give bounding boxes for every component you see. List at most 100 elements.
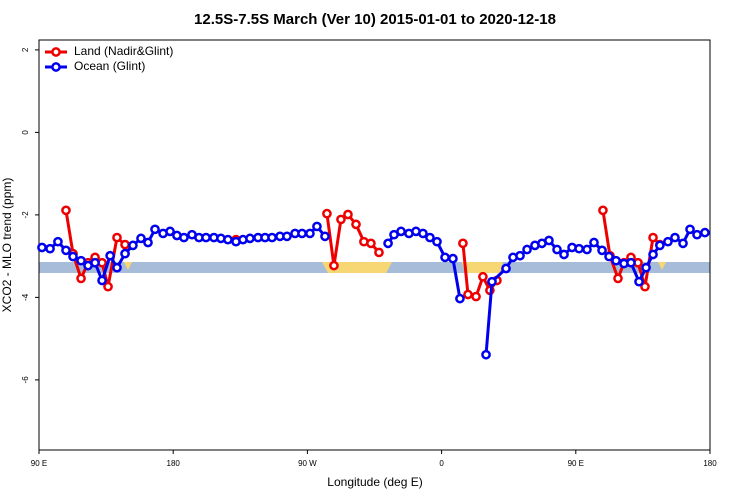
point: [678, 238, 688, 249]
point: [76, 273, 86, 284]
point: [544, 235, 554, 246]
point: [45, 243, 55, 254]
land-strip: [322, 262, 392, 273]
x-tick-label: 90 E: [31, 459, 47, 468]
point: [692, 229, 702, 240]
point: [515, 250, 525, 261]
point: [105, 250, 115, 261]
point: [179, 232, 189, 243]
series-line: [64, 210, 661, 299]
point: [150, 224, 160, 235]
point: [641, 262, 651, 273]
point: [103, 281, 113, 292]
point: [61, 245, 71, 256]
point: [574, 243, 584, 254]
point: [68, 251, 78, 262]
point: [501, 263, 511, 274]
point: [282, 231, 292, 242]
point: [478, 271, 488, 282]
point: [559, 249, 569, 260]
point: [53, 236, 63, 247]
point: [670, 232, 680, 243]
point: [374, 247, 384, 258]
land-strip: [658, 262, 666, 270]
land-strip: [124, 262, 132, 270]
legend-label: Land (Nadir&Glint): [74, 44, 173, 58]
point: [458, 238, 468, 249]
x-axis-label: Longitude (deg E): [327, 475, 422, 489]
point: [582, 244, 592, 255]
point: [396, 226, 406, 237]
legend-marker: [51, 62, 61, 72]
y-tick-label: -6: [21, 376, 30, 384]
point: [312, 221, 322, 232]
point: [589, 237, 599, 248]
x-tick-label: 180: [167, 459, 181, 468]
point: [471, 291, 481, 302]
point: [552, 244, 562, 255]
point: [685, 224, 695, 235]
x-tick-label: 90 E: [568, 459, 584, 468]
y-axis-label: XCO2 - MLO trend (ppm): [0, 178, 14, 313]
point: [112, 262, 122, 273]
point: [440, 252, 450, 263]
y-tick-label: 2: [21, 47, 30, 52]
point: [626, 257, 636, 268]
point: [351, 219, 361, 230]
point: [143, 237, 153, 248]
point: [418, 228, 428, 239]
point: [245, 233, 255, 244]
point: [463, 289, 473, 300]
point: [223, 234, 233, 245]
point: [120, 239, 130, 250]
legend-marker: [51, 47, 61, 57]
point: [366, 238, 376, 249]
series: [61, 205, 665, 302]
legend: Land (Nadir&Glint)Ocean (Glint): [45, 44, 173, 73]
point: [597, 245, 607, 256]
point: [455, 293, 465, 304]
point: [648, 249, 658, 260]
point: [487, 276, 497, 287]
point: [165, 226, 175, 237]
point: [432, 236, 442, 247]
point: [383, 238, 393, 249]
point: [448, 253, 458, 264]
x-tick-label: 0: [439, 459, 444, 468]
point: [522, 244, 532, 255]
y-tick-label: -4: [21, 293, 30, 301]
y-tick-label: -2: [21, 211, 30, 219]
point: [305, 228, 315, 239]
point: [297, 228, 307, 239]
point: [128, 240, 138, 251]
point: [700, 227, 710, 238]
point: [61, 205, 71, 216]
point: [648, 232, 658, 243]
point: [112, 232, 122, 243]
x-tick-label: 180: [703, 459, 717, 468]
point: [97, 275, 107, 286]
point: [37, 242, 47, 253]
point: [320, 231, 330, 242]
land-strip: [462, 262, 503, 273]
point: [267, 232, 277, 243]
point: [640, 281, 650, 292]
point: [604, 251, 614, 262]
point: [343, 209, 353, 220]
point: [329, 260, 339, 271]
point: [613, 273, 623, 284]
point: [120, 248, 130, 259]
point: [322, 208, 332, 219]
point: [425, 232, 435, 243]
point: [634, 276, 644, 287]
point: [481, 349, 491, 360]
point: [136, 233, 146, 244]
point: [336, 214, 346, 225]
chart-title: 12.5S-7.5S March (Ver 10) 2015-01-01 to …: [194, 11, 556, 28]
series: [37, 221, 710, 360]
y-tick-label: 0: [21, 130, 30, 135]
point: [201, 232, 211, 243]
x-tick-label: 90 W: [298, 459, 317, 468]
